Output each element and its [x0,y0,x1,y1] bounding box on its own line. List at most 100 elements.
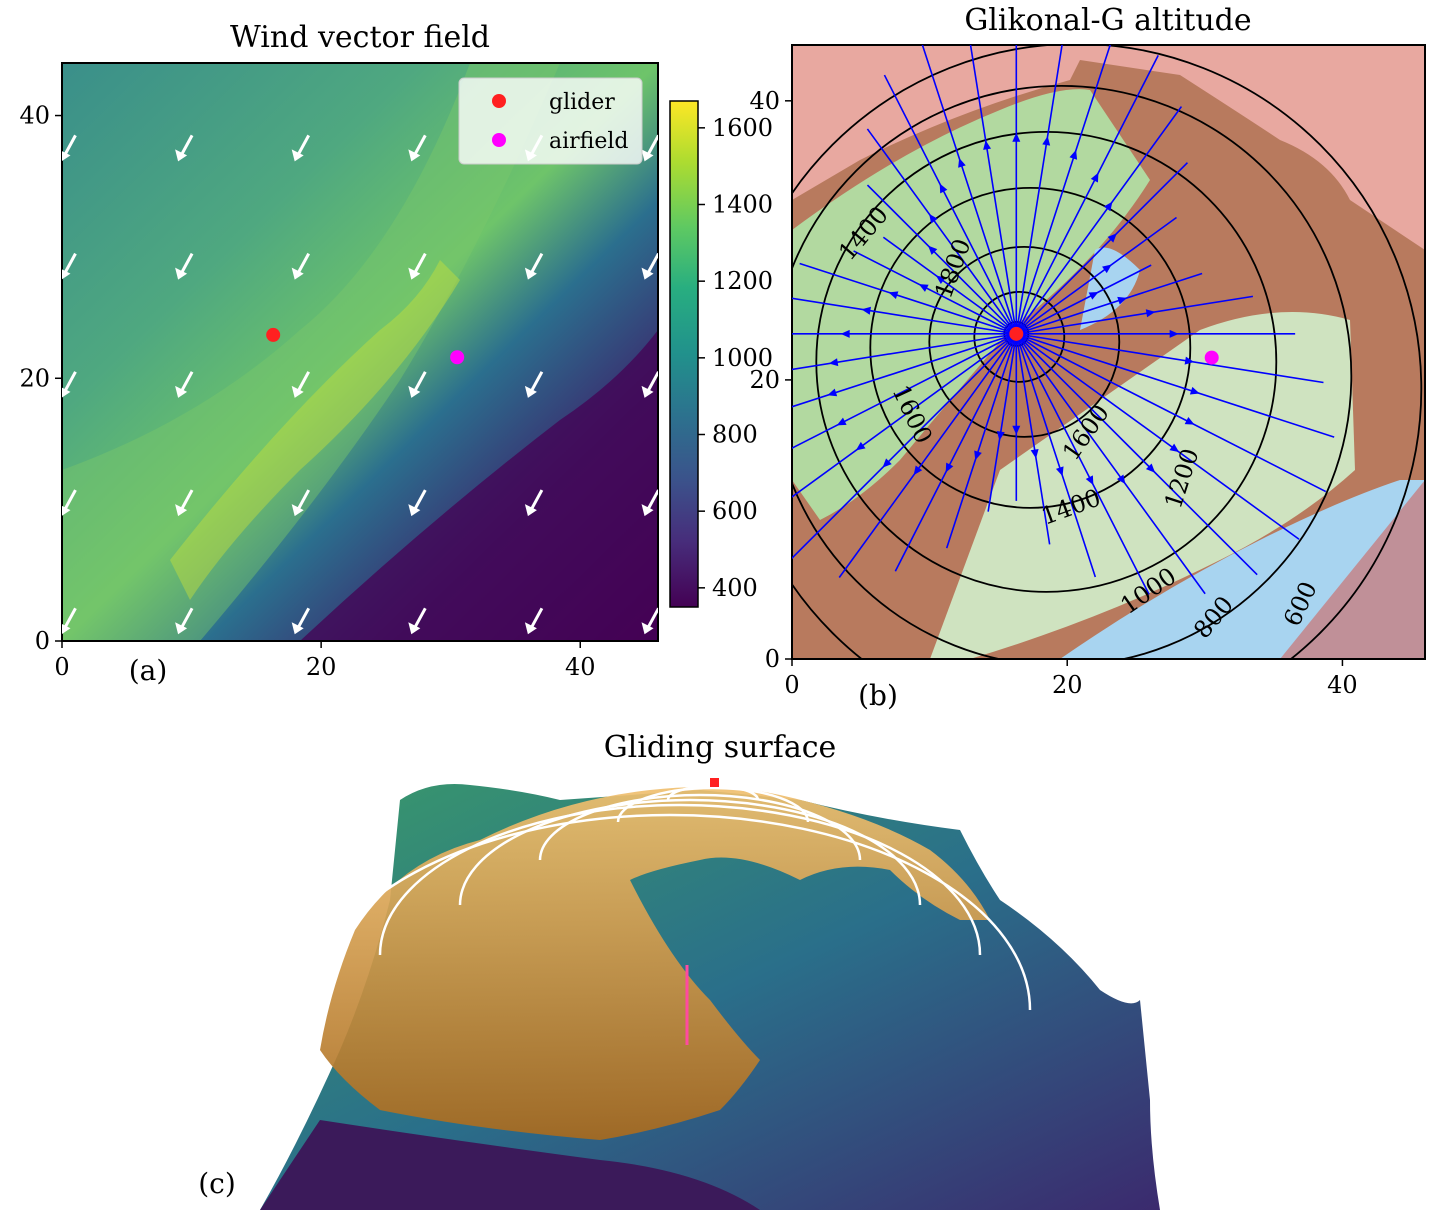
panel-b-map [792,45,1425,659]
y-tick-label: 40 [749,87,780,115]
path-arrow [958,158,966,168]
path-arrow [882,458,892,468]
x-tick-label: 40 [1327,671,1358,699]
optimal-path [1015,333,1051,545]
wind-arrow-head [408,267,421,280]
optimal-path [792,333,1017,498]
wind-arrow-head [175,267,188,280]
wind-arrow-head [641,149,654,162]
x-tick-label: 40 [565,653,596,681]
optimal-path [1016,295,1254,335]
wind-arrow-head [641,267,654,280]
path-arrow [1103,201,1113,212]
wind-arrow-head [524,504,537,517]
wind-arrow-head [175,504,188,517]
path-arrow [888,291,899,299]
optimal-path [838,333,1017,578]
optimal-path [1015,45,1063,334]
legend-airfield-marker [492,133,506,147]
optimal-path [1015,216,1177,335]
path-arrow [928,245,938,255]
path-arrow [1085,475,1094,486]
panel-a-frame [61,62,659,642]
path-arrow [1145,463,1156,473]
optimal-path [1015,333,1150,595]
path-arrow [945,462,954,473]
optimal-path [866,128,1017,335]
wind-arrow-head [408,149,421,162]
surface-ring [308,813,1032,1011]
optimal-path [883,74,1018,335]
panel-b-axes: 0 20 40 0 20 40 [749,87,1357,699]
altitude-contour [815,130,1278,593]
panel-c-title: Gliding surface [604,730,837,765]
path-arrow [913,465,923,476]
wind-arrow-head [175,149,188,162]
altitude-contour [869,186,1192,509]
wind-arrow-head [408,504,421,517]
wind-arrow-head [641,504,654,517]
wind-arrow-head [524,385,537,398]
colorbar-tick-label: 400 [712,574,758,602]
y-tick-label: 40 [19,102,50,130]
wind-arrow-head [524,622,537,635]
path-arrow [1189,386,1200,395]
optimal-path [1015,162,1189,335]
altitude-contour [973,290,1066,383]
path-arrow [1145,309,1156,318]
altitude-contour [792,85,1353,659]
path-arrow [918,284,929,292]
wind-arrow-head [641,385,654,398]
x-tick-label: 20 [1052,671,1083,699]
optimal-path [969,45,1018,334]
x-tick-label: 0 [54,653,69,681]
wind-arrow-head [291,149,304,162]
optimal-path [1015,54,1159,335]
path-arrow [828,358,839,367]
optimal-path [792,333,1017,560]
path-arrow [929,213,938,224]
optimal-path [792,333,1017,371]
legend-glider-label: glider [549,90,615,115]
optimal-path [921,45,1018,335]
altitude-contour [928,245,1121,438]
optimal-path [799,262,1017,335]
optimal-path [1016,272,1203,335]
y-tick-label: 0 [765,645,780,673]
colorbar-tick-label: 1200 [712,267,773,295]
wind-arrow-head [175,622,188,635]
optimal-path [1016,333,1335,438]
panel-a-title: Wind vector field [230,20,490,55]
wind-arrow-head [408,385,421,398]
optimal-path [853,250,1017,335]
optimal-path [894,333,1018,572]
wind-arrows [62,134,658,635]
y-tick-label: 20 [749,366,780,394]
optimal-path [1015,333,1206,595]
altitude-contours [792,45,1423,659]
wind-arrow-head [62,505,71,516]
path-arrow [1069,149,1078,160]
path-arrow [1107,233,1117,243]
x-tick-label: 20 [306,653,337,681]
wind-arrow-head [291,622,304,635]
wind-arrow-head [291,504,304,517]
panel-b-label: (b) [858,679,898,712]
airfield-marker-b [1204,350,1219,365]
panel-a-axes: 0 20 40 0 20 40 [19,102,595,681]
path-arrow [827,388,838,397]
path-arrow [1116,474,1126,485]
optimal-path [792,333,1017,450]
wind-arrow-head [62,151,71,162]
airfield-marker-a [450,350,465,365]
surface-ring [538,793,862,861]
optimal-path [792,333,1017,408]
path-arrow [1184,356,1195,365]
panel-a: Wind vector field glider airfield 0 20 400… [19,20,773,687]
colorbar-tick-label: 600 [712,497,758,525]
wind-arrow-head [408,622,421,635]
colorbar-tick-label: 1600 [712,114,773,142]
legend: glider airfield [458,77,643,165]
optimal-path [1016,333,1324,384]
